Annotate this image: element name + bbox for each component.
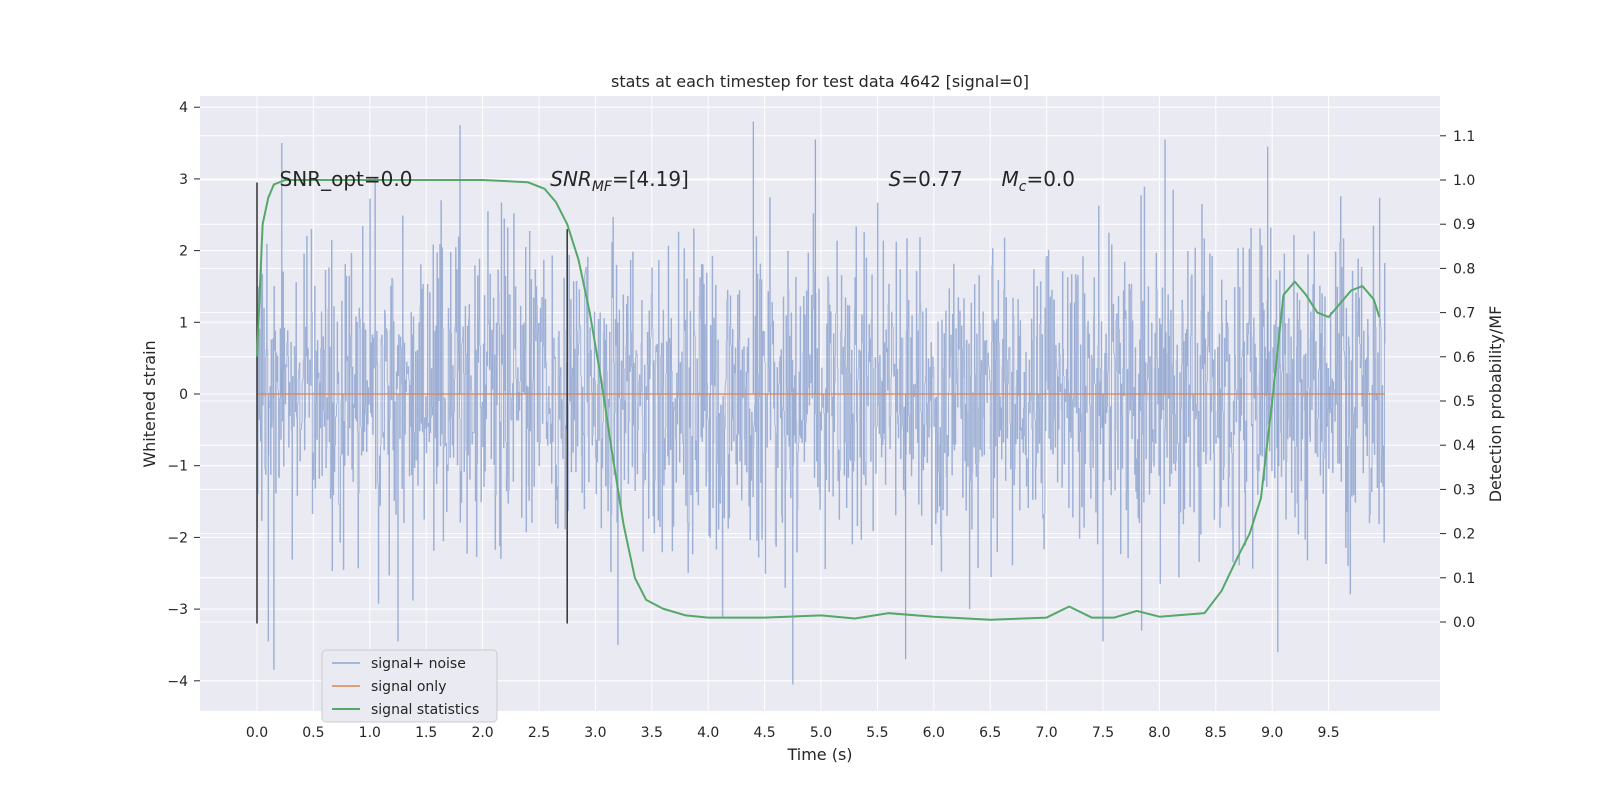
y-right-tick-label-11: 1.1	[1453, 129, 1475, 145]
legend: signal+ noise signal only signal statist…	[321, 649, 498, 723]
y-right-tick-label-0: 0.0	[1453, 615, 1475, 631]
annotation-mc-value-sub: c	[1019, 179, 1027, 195]
x-tick-label-13: 6.5	[979, 725, 1001, 741]
y-right-tick-label-4: 0.4	[1453, 438, 1475, 454]
signal-statistics-series	[256, 179, 1381, 621]
x-tick-label-14: 7.0	[1035, 725, 1057, 741]
legend-label-signal-statistics: signal statistics	[371, 702, 479, 718]
x-tick-label-12: 6.0	[923, 725, 945, 741]
annotation-mc-value-main: M	[1001, 167, 1018, 191]
legend-box	[321, 649, 498, 723]
y-left-tick-label-3: −1	[167, 459, 188, 475]
y-left-tick-label-6: 2	[179, 244, 188, 260]
annotation-snr-opt: SNR_opt=0.0	[280, 167, 413, 191]
annotation-s-value-value: =0.77	[901, 167, 962, 191]
x-tick-label-1: 0.5	[302, 725, 324, 741]
y-right-axis-ticks: 0.0 0.1 0.2 0.3 0.4 0.5 0.6 0.7 0.8 0.9 1.0 1.1	[1440, 129, 1475, 631]
y-left-tick-label-1: −3	[167, 602, 188, 618]
x-tick-label-2: 1.0	[359, 725, 381, 741]
annotation-mc-value-value: =0.0	[1026, 167, 1075, 191]
y-left-tick-label-5: 1	[179, 315, 188, 331]
x-tick-label-8: 4.0	[697, 725, 719, 741]
annotation-mc-value: Mc=0.0	[1001, 167, 1075, 195]
x-tick-label-19: 9.5	[1317, 725, 1339, 741]
x-tick-label-10: 5.0	[810, 725, 832, 741]
x-axis-ticks: 0.0 0.5 1.0 1.5 2.0 2.5 3.0 3.5 4.0 4.5 5.0 5.5 6.0 6…	[246, 725, 1340, 741]
x-tick-label-11: 5.5	[866, 725, 888, 741]
y-left-tick-label-0: −4	[167, 674, 188, 690]
y-left-axis-ticks: −4 −3 −2 −1 0 1 2 3 4	[167, 100, 200, 690]
x-tick-label-15: 7.5	[1092, 725, 1114, 741]
y-left-tick-label-7: 3	[179, 172, 188, 188]
annotation-s-value-main: S	[889, 167, 902, 191]
y-right-tick-label-9: 0.9	[1453, 217, 1475, 233]
x-tick-label-18: 9.0	[1261, 725, 1283, 741]
x-tick-label-5: 2.5	[528, 725, 550, 741]
x-tick-label-0: 0.0	[246, 725, 268, 741]
annotations: SNR_opt=0.0 SNRMF=[4.19] S=0.77 Mc=0.0	[280, 167, 1075, 195]
x-tick-label-7: 3.5	[641, 725, 663, 741]
y-left-tick-label-2: −2	[167, 530, 188, 546]
y-right-tick-label-7: 0.7	[1453, 306, 1475, 322]
x-tick-label-17: 8.5	[1205, 725, 1227, 741]
x-tick-label-9: 4.5	[753, 725, 775, 741]
y-right-axis-label: Detection probability/MF	[1486, 306, 1505, 503]
y-right-tick-label-6: 0.6	[1453, 350, 1475, 366]
vertical-markers	[256, 182, 568, 624]
y-left-axis-label: Whitened strain	[140, 340, 159, 467]
legend-label-signal-only: signal only	[371, 679, 446, 695]
annotation-snr-mf-main: SNR	[550, 167, 592, 191]
x-tick-label-4: 2.0	[471, 725, 493, 741]
annotation-snr-mf: SNRMF=[4.19]	[550, 167, 689, 195]
y-right-tick-label-1: 0.1	[1453, 571, 1475, 587]
y-right-tick-label-3: 0.3	[1453, 482, 1475, 498]
y-left-tick-label-8: 4	[179, 100, 188, 116]
x-axis-label: Time (s)	[786, 745, 852, 764]
y-right-tick-label-10: 1.0	[1453, 173, 1475, 189]
signal-statistics-line	[256, 179, 1381, 621]
y-right-tick-label-8: 0.8	[1453, 261, 1475, 277]
y-right-tick-label-5: 0.5	[1453, 394, 1475, 410]
x-tick-label-6: 3.0	[584, 725, 606, 741]
signal-noise-series	[256, 121, 1386, 685]
legend-label-signal-noise: signal+ noise	[371, 656, 466, 672]
y-left-tick-label-4: 0	[179, 387, 188, 403]
annotation-s-value: S=0.77	[889, 167, 963, 191]
annotation-snr-mf-value: =[4.19]	[612, 167, 689, 191]
x-tick-label-16: 8.0	[1148, 725, 1170, 741]
annotation-snr-mf-sub: MF	[592, 179, 613, 195]
chart-title: stats at each timestep for test data 464…	[611, 72, 1029, 91]
x-tick-label-3: 1.5	[415, 725, 437, 741]
y-right-tick-label-2: 0.2	[1453, 527, 1475, 543]
